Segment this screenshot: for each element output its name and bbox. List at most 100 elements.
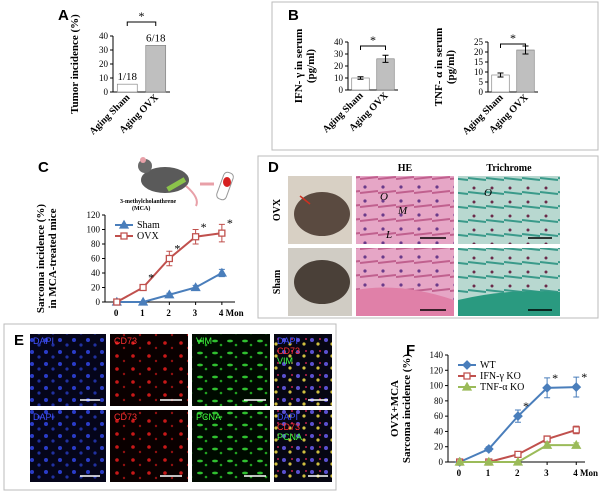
y-tick-label: 5 — [479, 77, 484, 87]
merge-label: DAPI — [277, 336, 298, 346]
significance-bracket — [126, 21, 157, 26]
y-tick-label: 10 — [334, 73, 344, 83]
channel-label: PCNA — [196, 412, 221, 422]
y-tick-label: 20 — [434, 442, 444, 452]
marker — [541, 439, 553, 449]
y-tick-label: 20 — [334, 61, 344, 71]
legend-label: OVX — [137, 231, 159, 242]
merge-label: DAPI — [277, 412, 298, 422]
x-tick-label: 4 Mon — [219, 308, 244, 318]
marker — [120, 232, 128, 240]
panel-label: E — [14, 332, 24, 349]
x-tick-label: 0 — [457, 468, 462, 478]
y-tick-label: 40 — [99, 31, 109, 41]
significance-mark: * — [581, 370, 587, 384]
channel-label: CD73 — [114, 412, 137, 422]
marker — [514, 450, 522, 459]
micrograph — [274, 334, 332, 406]
bar — [116, 83, 138, 93]
illustration-label: (MCA) — [132, 205, 150, 212]
merge-label: CD73 — [277, 346, 300, 356]
channel-label: DAPI — [33, 412, 54, 422]
merge-label: VIM — [277, 356, 293, 366]
bar — [516, 49, 535, 93]
marker — [542, 382, 553, 393]
y-axis-title: (pg/ml) — [305, 49, 317, 84]
marker — [571, 439, 582, 449]
bar — [491, 74, 510, 93]
column-label: HE — [398, 163, 413, 174]
significance-mark: * — [523, 399, 529, 413]
error-bar — [382, 54, 389, 63]
marker — [483, 444, 494, 454]
x-tick-label: 2 — [166, 308, 171, 318]
marker — [164, 289, 175, 299]
micrograph — [274, 410, 332, 482]
tissue-label: O — [484, 187, 492, 199]
significance-mark: * — [148, 271, 154, 285]
y-tick-label: 80 — [434, 396, 444, 406]
y-tick-label: 30 — [334, 49, 344, 59]
micrograph — [30, 334, 106, 406]
y-tick-label: 0 — [104, 87, 109, 97]
scale-bars — [80, 399, 328, 477]
y-tick-label: 0 — [479, 87, 484, 97]
significance-mark: * — [227, 216, 233, 230]
y-tick-label: 0 — [96, 297, 101, 307]
micrograph — [30, 410, 106, 482]
micrograph — [110, 334, 188, 406]
micrograph — [356, 176, 454, 244]
tissue-label: O — [380, 191, 388, 203]
y-axis-title: OVX+MCA — [389, 380, 401, 437]
x-tick-label: 0 — [114, 308, 119, 318]
y-tick-label: 10 — [474, 67, 484, 77]
fluorescence-images — [30, 334, 332, 482]
marker — [512, 456, 524, 466]
micrograph — [458, 176, 560, 244]
panel-frame — [257, 155, 599, 319]
legend-label: WT — [480, 360, 496, 371]
y-tick-label: 40 — [434, 426, 444, 436]
significance-mark: * — [510, 31, 516, 45]
marker — [454, 456, 465, 466]
y-tick-label: 120 — [87, 210, 101, 220]
panel-frame — [3, 323, 337, 491]
bar — [376, 58, 395, 91]
y-tick-label: 10 — [99, 73, 109, 83]
panel-label: A — [58, 7, 69, 24]
x-tick-label: 1 — [486, 468, 491, 478]
y-tick-label: 100 — [430, 381, 444, 391]
marker — [165, 254, 173, 263]
y-tick-label: 20 — [99, 59, 109, 69]
y-tick-label: 40 — [334, 37, 344, 47]
error-bar — [497, 72, 504, 78]
significance-mark: * — [552, 371, 558, 385]
y-axis-title: Sarcoma incidence (%) — [35, 204, 47, 314]
marker — [218, 229, 226, 237]
y-axis-title: TNF- α in serum — [433, 28, 445, 107]
y-tick-label: 25 — [474, 37, 484, 47]
value-label: 1/18 — [117, 71, 137, 83]
bar — [145, 45, 167, 93]
marker — [113, 298, 121, 306]
y-tick-label: 0 — [339, 85, 344, 95]
row-label: OVX — [272, 198, 283, 221]
x-tick-label: 3 — [193, 308, 198, 318]
legend-label: TNF-α KO — [480, 382, 524, 393]
significance-mark: * — [201, 220, 207, 234]
channel-label: DAPI — [33, 336, 54, 346]
bar — [351, 77, 370, 91]
tissue-label: L — [385, 229, 392, 241]
y-tick-label: 60 — [434, 411, 444, 421]
marker — [571, 382, 582, 393]
y-axis-title: in MCA-treated mice — [47, 208, 59, 308]
significance-mark: * — [370, 33, 376, 47]
y-tick-label: 100 — [87, 225, 101, 235]
micrograph — [110, 410, 188, 482]
tissue-label: M — [397, 205, 408, 217]
illustration-label: 3-methylcholanthrene — [120, 199, 177, 205]
marker — [462, 360, 472, 370]
y-tick-label: 20 — [91, 283, 101, 293]
y-tick-label: 40 — [91, 268, 101, 278]
